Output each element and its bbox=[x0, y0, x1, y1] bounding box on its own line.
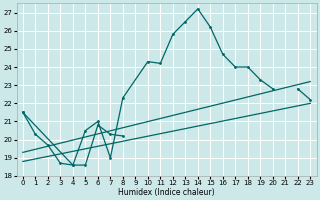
X-axis label: Humidex (Indice chaleur): Humidex (Indice chaleur) bbox=[118, 188, 215, 197]
